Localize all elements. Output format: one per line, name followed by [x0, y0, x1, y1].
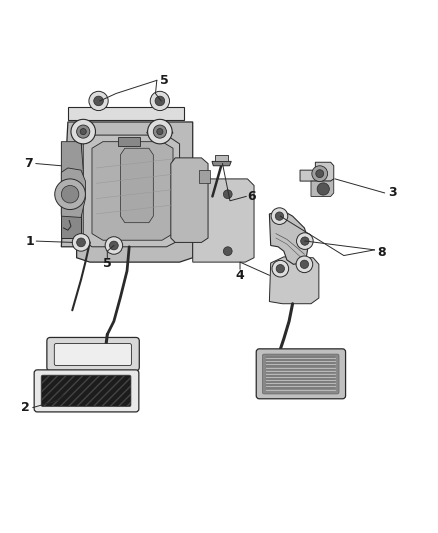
- Circle shape: [110, 241, 118, 250]
- Circle shape: [148, 119, 172, 144]
- Text: 4: 4: [236, 269, 244, 282]
- Circle shape: [316, 169, 324, 177]
- Polygon shape: [61, 168, 85, 217]
- Circle shape: [55, 179, 85, 209]
- Polygon shape: [147, 124, 173, 138]
- Circle shape: [155, 96, 165, 106]
- Circle shape: [276, 264, 285, 273]
- Polygon shape: [120, 148, 153, 223]
- Circle shape: [77, 238, 85, 247]
- Text: 7: 7: [24, 157, 33, 170]
- Circle shape: [317, 183, 329, 195]
- Polygon shape: [269, 211, 309, 264]
- Polygon shape: [61, 142, 83, 216]
- Circle shape: [105, 237, 123, 254]
- Polygon shape: [61, 142, 81, 238]
- Circle shape: [272, 260, 289, 277]
- Circle shape: [77, 125, 90, 138]
- Text: 8: 8: [378, 246, 386, 259]
- Polygon shape: [118, 138, 140, 146]
- Circle shape: [71, 119, 95, 144]
- Polygon shape: [199, 170, 210, 183]
- FancyBboxPatch shape: [262, 354, 339, 394]
- Circle shape: [153, 125, 166, 138]
- Text: 1: 1: [25, 235, 34, 248]
- Circle shape: [80, 128, 86, 135]
- Circle shape: [61, 185, 79, 203]
- Text: 2: 2: [21, 401, 30, 414]
- Text: 3: 3: [388, 187, 396, 199]
- Polygon shape: [61, 122, 193, 262]
- Polygon shape: [92, 142, 173, 240]
- Circle shape: [72, 233, 90, 251]
- Text: 6: 6: [247, 190, 256, 203]
- Text: 5: 5: [160, 74, 169, 87]
- FancyBboxPatch shape: [47, 337, 139, 371]
- Circle shape: [89, 91, 108, 110]
- Polygon shape: [72, 124, 94, 138]
- Polygon shape: [300, 162, 334, 181]
- Polygon shape: [269, 257, 319, 304]
- Circle shape: [94, 96, 103, 106]
- Circle shape: [312, 166, 328, 182]
- Text: 5: 5: [103, 257, 112, 270]
- Polygon shape: [68, 107, 184, 120]
- Circle shape: [297, 233, 313, 249]
- Polygon shape: [83, 135, 180, 247]
- Polygon shape: [171, 158, 208, 243]
- Circle shape: [223, 247, 232, 255]
- Circle shape: [300, 237, 309, 245]
- Circle shape: [223, 190, 232, 199]
- FancyBboxPatch shape: [34, 370, 139, 412]
- Polygon shape: [193, 179, 254, 262]
- Polygon shape: [215, 155, 228, 161]
- Polygon shape: [311, 179, 334, 197]
- Circle shape: [271, 208, 288, 224]
- Circle shape: [296, 256, 313, 273]
- Circle shape: [300, 260, 308, 269]
- FancyBboxPatch shape: [256, 349, 346, 399]
- FancyBboxPatch shape: [54, 344, 131, 366]
- Circle shape: [150, 91, 170, 110]
- Polygon shape: [94, 352, 118, 356]
- Circle shape: [157, 128, 163, 135]
- FancyBboxPatch shape: [41, 375, 131, 407]
- Polygon shape: [212, 161, 231, 166]
- Circle shape: [275, 212, 284, 220]
